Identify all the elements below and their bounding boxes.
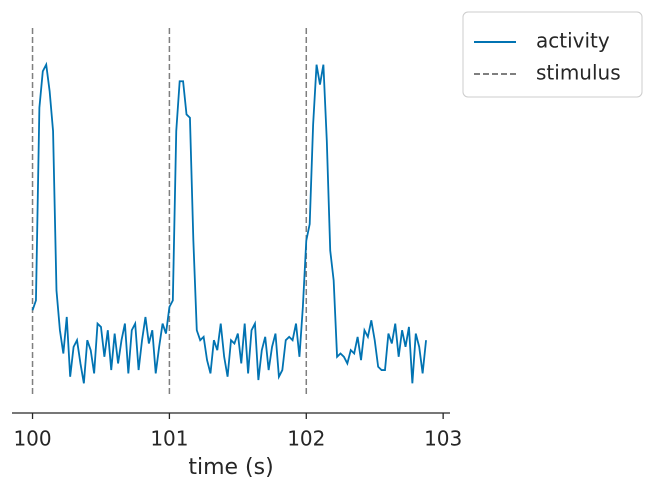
legend-label: stimulus bbox=[536, 61, 621, 85]
x-axis-label: time (s) bbox=[188, 455, 273, 480]
x-tick-label: 103 bbox=[424, 427, 462, 451]
activity-line bbox=[31, 61, 427, 384]
x-tick-label: 100 bbox=[13, 427, 51, 451]
x-tick-label: 101 bbox=[150, 427, 188, 451]
legend-box bbox=[462, 11, 643, 98]
x-tick-label: 102 bbox=[287, 427, 325, 451]
legend-label: activity bbox=[536, 29, 610, 53]
